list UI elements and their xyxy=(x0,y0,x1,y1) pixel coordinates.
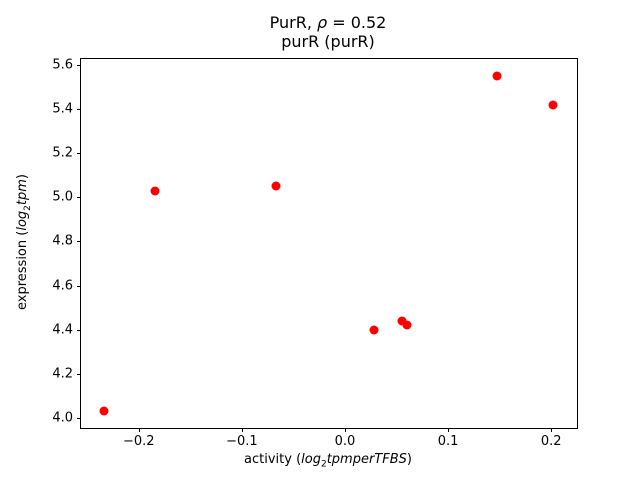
x-axis-label: activity (log2tpmperTFBS) xyxy=(80,452,576,470)
chart-title-line1: PurR, ρ = 0.52 xyxy=(80,13,576,32)
data-point xyxy=(397,316,407,326)
xlabel-close: ) xyxy=(406,452,412,467)
xlabel-math-tail: tpmperTFBS xyxy=(326,452,407,467)
x-tick-label: −0.1 xyxy=(226,434,258,449)
y-tick xyxy=(77,197,81,199)
xlabel-prefix: activity ( xyxy=(244,452,302,467)
y-tick-label: 5.2 xyxy=(52,145,73,161)
ylabel-log: log xyxy=(15,210,31,231)
y-tick-label: 5.6 xyxy=(52,57,73,73)
data-point xyxy=(369,325,379,335)
y-tick xyxy=(77,373,81,375)
ylabel-close: ) xyxy=(15,174,31,180)
y-tick-label: 5.4 xyxy=(52,101,73,117)
plot-area: −0.2 −0.1 0.0 0.1 0.2 4.0 4.2 4.4 4.6 4.8 5.0 5.2 5.… xyxy=(52,57,578,449)
xlabel-subscript: 2 xyxy=(320,459,327,470)
y-tick-label: 5.0 xyxy=(52,189,73,205)
y-tick xyxy=(77,241,81,243)
y-tick xyxy=(77,64,81,66)
y-tick-label: 4.4 xyxy=(52,322,73,338)
y-tick xyxy=(77,153,81,155)
data-point xyxy=(99,406,109,416)
ylabel-math: log2tpm xyxy=(15,179,33,231)
y-tick-label: 4.2 xyxy=(52,366,73,382)
chart-title: PurR, ρ = 0.52 purR (purR) xyxy=(80,13,576,51)
y-axis-label: expression (log2tpm) xyxy=(15,174,33,310)
x-tick xyxy=(241,428,243,432)
y-tick xyxy=(77,329,81,331)
data-point xyxy=(492,71,502,81)
y-tick-label: 4.8 xyxy=(52,233,73,249)
x-tick-label: 0.0 xyxy=(334,434,356,449)
y-tick-label: 4.6 xyxy=(52,278,73,294)
data-point xyxy=(271,181,281,191)
x-tick xyxy=(448,428,450,432)
x-tick xyxy=(344,428,346,432)
x-tick-label: −0.2 xyxy=(122,434,155,449)
x-tick xyxy=(138,428,140,432)
x-tick-label: 0.2 xyxy=(540,434,562,449)
x-tick-label: 0.1 xyxy=(437,434,459,449)
chart-title-line2: purR (purR) xyxy=(281,32,375,51)
y-tick xyxy=(77,109,81,111)
ylabel-prefix: expression ( xyxy=(15,230,31,310)
data-point xyxy=(402,320,412,330)
y-tick xyxy=(77,285,81,287)
data-point xyxy=(548,100,558,110)
ylabel-math-tail: tpm xyxy=(15,179,31,206)
y-tick-label: 4.0 xyxy=(52,410,73,426)
data-point xyxy=(150,186,160,196)
y-tick xyxy=(77,417,81,419)
xlabel-math: log2tpmperTFBS xyxy=(301,452,407,470)
title-prefix: PurR, xyxy=(269,13,317,32)
x-tick xyxy=(551,428,553,432)
rho-symbol: ρ xyxy=(317,13,328,32)
ylabel-subscript: 2 xyxy=(22,205,33,211)
xlabel-log: log xyxy=(301,452,321,467)
title-suffix: = 0.52 xyxy=(327,13,387,32)
